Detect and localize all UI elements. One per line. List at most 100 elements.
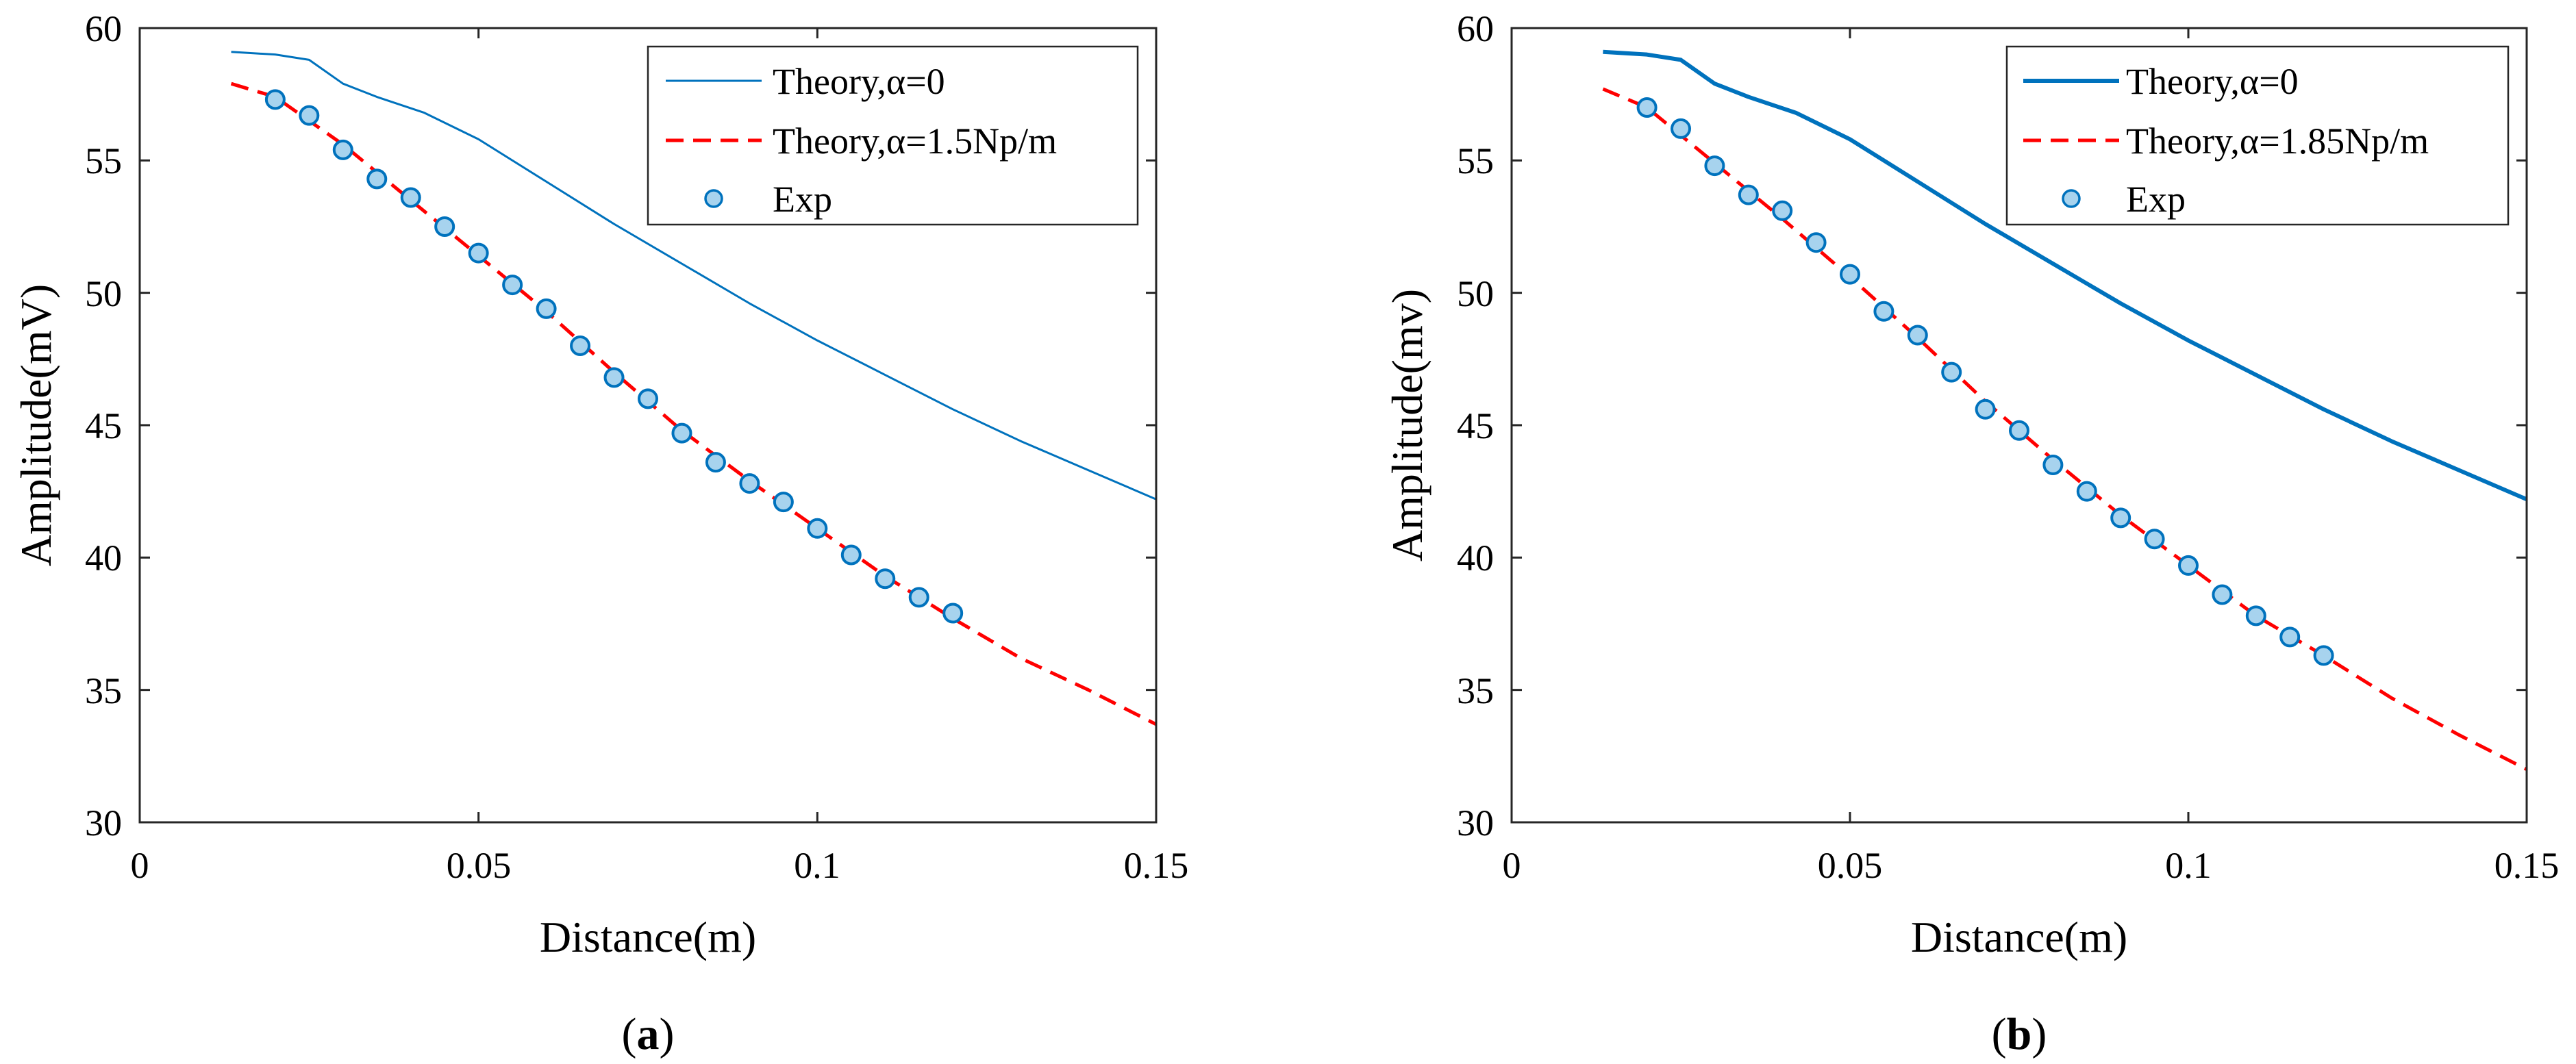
exp-data-point xyxy=(1873,301,1895,322)
legend-label-b: Theory,α=0 xyxy=(2126,61,2299,102)
x-tick-label: 0.1 xyxy=(794,845,840,886)
x-tick-label: 0.05 xyxy=(447,845,512,886)
exp-data-point xyxy=(1772,200,1793,221)
legend-label-a: Exp xyxy=(773,179,832,220)
x-tick-label: 0.15 xyxy=(1124,845,1189,886)
y-tick-label: 45 xyxy=(85,405,122,446)
legend-label-b: Exp xyxy=(2126,179,2186,220)
exp-data-point xyxy=(1975,398,1996,420)
exp-data-point xyxy=(2245,605,2266,626)
x-tick-label: 0.05 xyxy=(1818,845,1883,886)
y-axis-label-b: Amplitude(mv) xyxy=(1383,289,1431,561)
exp-data-point xyxy=(2042,455,2064,475)
exp-data-point xyxy=(1805,232,1827,253)
exp-data-point xyxy=(1704,155,1725,177)
theory-alpha0-line-b xyxy=(1603,49,2528,502)
exp-data-point xyxy=(671,422,692,444)
panel-b: 0 0.05 0.1 0.15 30 35 40 45 50 55 60 Dis… xyxy=(1383,8,2559,1059)
y-tick-label: 55 xyxy=(1457,140,1494,181)
exp-data-point xyxy=(807,518,828,539)
exp-data-point xyxy=(366,168,388,190)
y-tick-label: 60 xyxy=(1457,8,1494,49)
exp-data-point xyxy=(2212,584,2233,605)
exp-data-point xyxy=(332,139,353,160)
y-ticks-a xyxy=(140,27,1156,824)
panel-caption-a: (a) xyxy=(622,1009,675,1059)
y-tick-label: 50 xyxy=(1457,273,1494,314)
legend-box-a xyxy=(647,45,1139,226)
y-tick-label: 30 xyxy=(85,802,122,844)
legend-a: Theory,α=0 Theory,α=1.5Np/m Exp xyxy=(647,45,1139,226)
exp-data-point xyxy=(1671,118,1691,139)
exp-data-point xyxy=(1738,184,1759,205)
exp-data-point xyxy=(434,216,455,237)
y-tick-label: 30 xyxy=(1457,802,1494,844)
exp-data-point xyxy=(908,587,929,608)
exp-data-point xyxy=(739,473,760,494)
exp-data-point xyxy=(502,275,523,296)
exp-data-point xyxy=(1840,264,1860,285)
y-tick-label: 60 xyxy=(85,8,122,49)
exp-data-point xyxy=(942,603,964,624)
exp-data-point xyxy=(400,187,421,208)
caption-paren-close-b: ) xyxy=(2031,1009,2047,1059)
x-axis-label-b: Distance(m) xyxy=(1911,913,2127,961)
exp-data-point xyxy=(1636,97,1658,118)
exp-data-point xyxy=(875,568,896,590)
legend-b: Theory,α=0 Theory,α=1.85Np/m Exp xyxy=(2005,45,2510,226)
x-ticks-a xyxy=(138,28,1158,822)
exp-markers-a xyxy=(264,89,964,624)
legend-label-b: Theory,α=1.85Np/m xyxy=(2126,121,2429,162)
exp-data-point xyxy=(299,105,320,126)
panel-a: 0 0.05 0.1 0.15 30 35 40 45 50 55 60 Dis… xyxy=(12,8,1188,1059)
legend-label-a: Theory,α=1.5Np/m xyxy=(773,121,1057,162)
y-tick-label: 35 xyxy=(85,670,122,711)
y-tick-label: 35 xyxy=(1457,670,1494,711)
exp-data-point xyxy=(570,335,591,356)
y-tick-label: 40 xyxy=(85,537,122,579)
exp-data-point xyxy=(1907,325,1928,346)
x-tick-label: 0.1 xyxy=(2165,845,2212,886)
exp-data-point xyxy=(2110,507,2131,529)
exp-markers-b xyxy=(1636,97,2334,666)
y-tick-label: 55 xyxy=(85,140,122,181)
x-tick-label: 0 xyxy=(1503,845,1521,886)
exp-data-point xyxy=(2279,626,2301,648)
y-ticks-b xyxy=(1512,27,2527,824)
legend-swatch-exp-b xyxy=(2062,189,2081,208)
exp-data-point xyxy=(2144,529,2165,550)
legend-swatch-exp-a xyxy=(704,189,723,208)
y-axis-label-a: Amplitude(mV) xyxy=(12,284,60,566)
x-axis-label-a: Distance(m) xyxy=(540,913,756,961)
exp-data-point xyxy=(840,544,862,566)
exp-data-point xyxy=(264,89,286,110)
exp-data-point xyxy=(536,298,557,319)
exp-data-point xyxy=(705,452,726,473)
exp-data-point xyxy=(1941,362,1962,383)
x-ticks-b xyxy=(1510,28,2528,822)
x-tick-label: 0 xyxy=(131,845,149,886)
exp-data-point xyxy=(2009,420,2029,441)
theory-lossless-curve xyxy=(231,51,1157,501)
legend-box-b xyxy=(2005,45,2510,226)
legend-label-a: Theory,α=0 xyxy=(773,61,945,102)
exp-data-point xyxy=(2076,481,2097,502)
caption-letter-a: a xyxy=(637,1009,660,1059)
y-tick-label: 50 xyxy=(85,273,122,314)
x-tick-label: 0.15 xyxy=(2494,845,2560,886)
caption-paren-open-a: ( xyxy=(622,1009,637,1059)
exp-data-point xyxy=(2313,645,2334,666)
exp-data-point xyxy=(773,492,794,513)
theory-lossless-curve xyxy=(1603,49,2528,502)
exp-data-point xyxy=(468,242,489,264)
exp-data-point xyxy=(2178,555,2199,576)
caption-paren-open-b: ( xyxy=(1992,1009,2007,1059)
y-tick-label: 45 xyxy=(1457,405,1494,446)
panel-caption-b: (b) xyxy=(1992,1009,2047,1059)
theory-alpha0-line-a xyxy=(231,51,1157,501)
y-tick-label: 40 xyxy=(1457,537,1494,579)
exp-data-point xyxy=(603,367,625,388)
exp-data-point xyxy=(638,388,658,409)
caption-paren-close-a: ) xyxy=(660,1009,675,1059)
